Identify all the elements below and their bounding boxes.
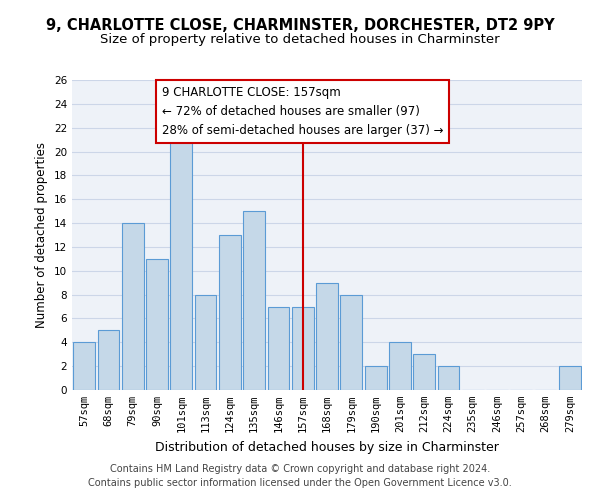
Bar	[268, 306, 289, 390]
Bar	[365, 366, 386, 390]
Bar	[122, 223, 143, 390]
Bar	[170, 140, 192, 390]
Bar	[437, 366, 460, 390]
X-axis label: Distribution of detached houses by size in Charminster: Distribution of detached houses by size …	[155, 440, 499, 454]
Y-axis label: Number of detached properties: Number of detached properties	[35, 142, 49, 328]
Bar	[97, 330, 119, 390]
Text: 9 CHARLOTTE CLOSE: 157sqm
← 72% of detached houses are smaller (97)
28% of semi-: 9 CHARLOTTE CLOSE: 157sqm ← 72% of detac…	[162, 86, 443, 137]
Bar	[389, 342, 411, 390]
Bar	[340, 294, 362, 390]
Bar	[219, 235, 241, 390]
Bar	[413, 354, 435, 390]
Bar	[292, 306, 314, 390]
Bar	[559, 366, 581, 390]
Text: 9, CHARLOTTE CLOSE, CHARMINSTER, DORCHESTER, DT2 9PY: 9, CHARLOTTE CLOSE, CHARMINSTER, DORCHES…	[46, 18, 554, 32]
Bar	[243, 211, 265, 390]
Text: Contains HM Land Registry data © Crown copyright and database right 2024.
Contai: Contains HM Land Registry data © Crown c…	[88, 464, 512, 487]
Bar	[194, 294, 217, 390]
Bar	[146, 259, 168, 390]
Text: Size of property relative to detached houses in Charminster: Size of property relative to detached ho…	[100, 32, 500, 46]
Bar	[316, 282, 338, 390]
Bar	[73, 342, 95, 390]
